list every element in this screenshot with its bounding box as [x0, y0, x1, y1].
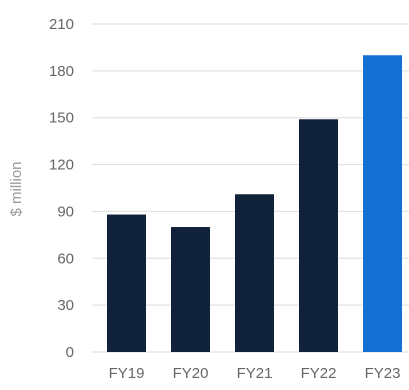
x-tick-label-fy19: FY19 — [109, 365, 145, 382]
y-tick-label-210: 210 — [49, 16, 74, 33]
y-tick-label-60: 60 — [57, 250, 74, 267]
y-tick-label-30: 30 — [57, 297, 74, 314]
x-tick-label-fy23: FY23 — [365, 365, 401, 382]
bar-fy19 — [107, 214, 146, 352]
bars — [107, 55, 402, 353]
y-tick-label-150: 150 — [49, 110, 74, 127]
x-axis-ticks: FY19 FY20 FY21 FY22 FY23 — [109, 365, 401, 382]
bar-fy22 — [299, 119, 338, 353]
y-axis-title: $ million — [8, 161, 25, 216]
y-tick-label-0: 0 — [66, 344, 74, 361]
bar-fy21 — [235, 194, 274, 352]
y-tick-label-90: 90 — [57, 203, 74, 220]
bar-fy23 — [363, 55, 402, 352]
y-tick-label-180: 180 — [49, 63, 74, 80]
y-axis-ticks: 0 30 60 90 120 150 180 210 — [49, 16, 74, 361]
y-tick-label-120: 120 — [49, 157, 74, 174]
x-tick-label-fy21: FY21 — [237, 365, 273, 382]
bar-fy20 — [171, 227, 210, 352]
x-tick-label-fy22: FY22 — [301, 365, 337, 382]
x-tick-label-fy20: FY20 — [173, 365, 209, 382]
